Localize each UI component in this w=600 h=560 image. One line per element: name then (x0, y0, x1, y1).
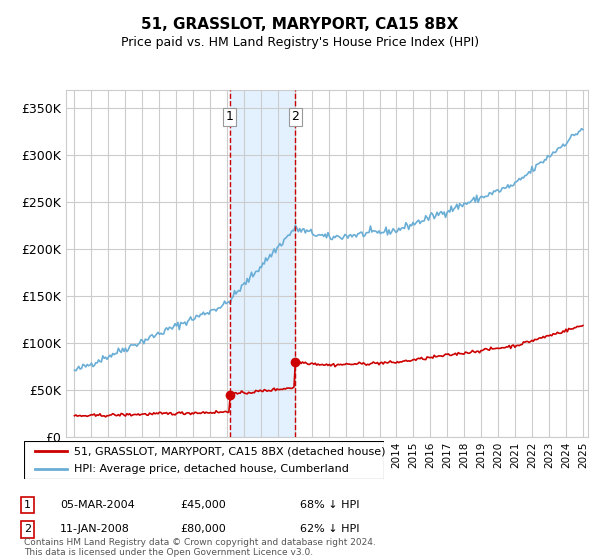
Text: 1: 1 (24, 500, 31, 510)
FancyBboxPatch shape (24, 441, 384, 479)
Text: 62% ↓ HPI: 62% ↓ HPI (300, 524, 359, 534)
Text: 2: 2 (292, 110, 299, 123)
Text: 51, GRASSLOT, MARYPORT, CA15 8BX (detached house): 51, GRASSLOT, MARYPORT, CA15 8BX (detach… (74, 446, 386, 456)
Bar (230, 90, 295, 437)
Text: 1: 1 (226, 110, 234, 123)
Text: £80,000: £80,000 (180, 524, 226, 534)
Text: Price paid vs. HM Land Registry's House Price Index (HPI): Price paid vs. HM Land Registry's House … (121, 36, 479, 49)
Text: 68% ↓ HPI: 68% ↓ HPI (300, 500, 359, 510)
Text: 2: 2 (24, 524, 31, 534)
Text: 11-JAN-2008: 11-JAN-2008 (60, 524, 130, 534)
Text: 05-MAR-2004: 05-MAR-2004 (60, 500, 135, 510)
Text: £45,000: £45,000 (180, 500, 226, 510)
Text: 51, GRASSLOT, MARYPORT, CA15 8BX: 51, GRASSLOT, MARYPORT, CA15 8BX (142, 17, 458, 32)
Text: Contains HM Land Registry data © Crown copyright and database right 2024.
This d: Contains HM Land Registry data © Crown c… (24, 538, 376, 557)
Text: HPI: Average price, detached house, Cumberland: HPI: Average price, detached house, Cumb… (74, 464, 349, 474)
